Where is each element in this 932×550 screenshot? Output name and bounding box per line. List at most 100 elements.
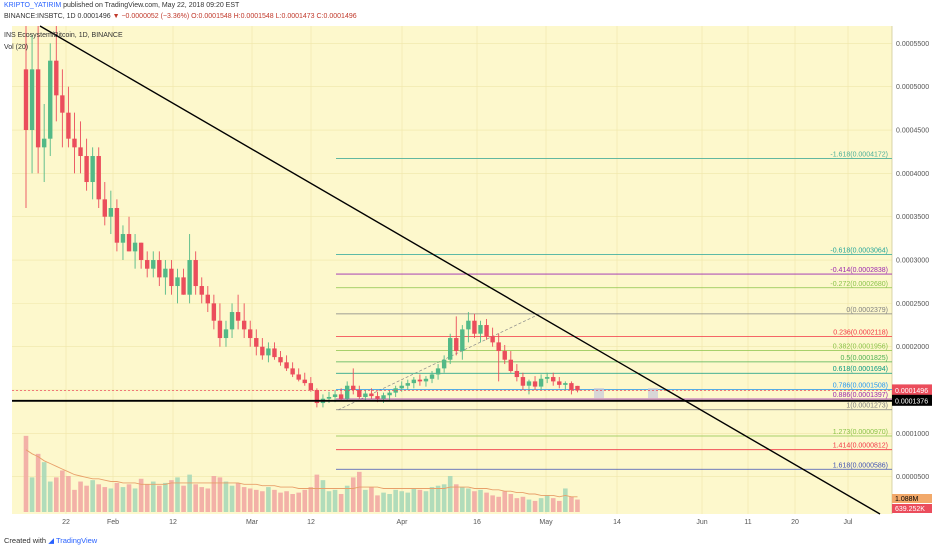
volume-bar xyxy=(96,484,102,512)
volume-bar xyxy=(60,470,65,512)
candle-body xyxy=(544,377,550,379)
candle-body xyxy=(205,294,210,304)
candle-body xyxy=(181,277,186,295)
volume-bar xyxy=(466,488,471,512)
volume-bar xyxy=(84,485,89,512)
candle-body xyxy=(308,383,314,391)
candle-body xyxy=(102,199,107,217)
volume-bar xyxy=(363,489,368,512)
y-tick-label: 0.0005500 xyxy=(896,41,929,48)
fib-level-label: -0.414(0.0002838) xyxy=(830,267,888,274)
volume-bar xyxy=(423,491,429,512)
volume-bar xyxy=(381,492,386,512)
fib-level-label: 0(0.0002379) xyxy=(846,307,888,314)
volume-bar xyxy=(72,489,77,512)
candle-body xyxy=(363,393,368,397)
candle-body xyxy=(78,147,83,157)
candle-body xyxy=(460,329,465,352)
volume-bar xyxy=(29,477,35,512)
candle-body xyxy=(575,385,580,391)
fib-level-label: 1.618(0.0000586) xyxy=(833,462,888,469)
candle-body xyxy=(532,381,538,387)
x-tick-label: Jun xyxy=(696,519,707,526)
volume-bar xyxy=(417,489,423,512)
y-tick-label: 0.0001000 xyxy=(896,431,929,438)
volume-bar xyxy=(484,492,489,512)
left-margin xyxy=(0,26,12,514)
candle-body xyxy=(502,351,507,360)
volume-bar xyxy=(538,498,544,512)
volume-bar xyxy=(490,495,495,512)
x-tick-label: 12 xyxy=(307,519,315,526)
candle-body xyxy=(466,320,471,330)
volume-legend: Vol (20) xyxy=(4,44,29,51)
x-tick-label: Jul xyxy=(844,519,853,526)
volume-bar xyxy=(278,492,283,512)
x-tick-label: Apr xyxy=(397,519,409,526)
y-tick-label: 0.0003000 xyxy=(896,258,929,265)
volume-bar xyxy=(169,480,174,512)
author-link[interactable]: KRIPTO_YATIRIM xyxy=(4,2,62,9)
candle-body xyxy=(338,394,344,399)
volume-bar xyxy=(229,485,235,512)
candle-body xyxy=(569,383,574,391)
volume-bar xyxy=(90,480,95,512)
close-value: C:0.0001496 xyxy=(316,13,357,20)
candle-body xyxy=(405,383,410,386)
candle-body xyxy=(272,348,277,358)
candle-body xyxy=(41,138,47,148)
candle-body xyxy=(423,378,429,382)
x-tick-label: 16 xyxy=(473,519,481,526)
volume-bar xyxy=(120,487,126,512)
chart-footer: Created with ◢ TradingView xyxy=(0,532,932,550)
volume-bar xyxy=(520,496,526,512)
chart-header: KRIPTO_YATIRIM published on TradingView.… xyxy=(0,0,932,24)
volume-ma-line xyxy=(25,449,578,498)
volume-bar xyxy=(369,487,374,512)
candle-body xyxy=(138,242,144,261)
volume-bar xyxy=(187,474,192,512)
volume-bar xyxy=(284,491,289,512)
volume-bar xyxy=(308,487,314,512)
fib-level-label: 1.414(0.0000812) xyxy=(833,443,888,450)
fib-level-label: 0.618(0.0001694) xyxy=(833,366,888,373)
candle-body xyxy=(344,385,350,399)
price-chart[interactable]: 0.00005000.00010000.00015000.00020000.00… xyxy=(0,24,932,532)
volume-bar xyxy=(447,476,453,512)
candle-body xyxy=(235,312,241,321)
candle-body xyxy=(23,69,29,131)
change-value: −0.0000052 (−3.36%) xyxy=(121,13,190,20)
volume-bar xyxy=(41,462,47,512)
volume-bar xyxy=(502,491,508,512)
volume-bar xyxy=(514,498,520,512)
high-value: H:0.0001548 xyxy=(233,13,274,20)
candle-body xyxy=(29,69,35,131)
volume-bar xyxy=(247,488,253,512)
volume-bar xyxy=(193,484,198,512)
tradingview-brand[interactable]: TradingView xyxy=(55,536,98,545)
candle-body xyxy=(508,359,513,371)
last-price: 0.0001496 xyxy=(77,13,111,20)
candle-body xyxy=(151,260,156,269)
candle-body xyxy=(441,359,447,369)
volume-bar xyxy=(66,476,71,512)
volume-bar xyxy=(472,491,477,512)
candle-body xyxy=(60,95,65,113)
candle-body xyxy=(484,325,489,337)
candle-body xyxy=(557,381,562,385)
volume-bar xyxy=(223,481,229,512)
volume-bar xyxy=(350,477,356,512)
x-tick-label: 14 xyxy=(613,519,621,526)
candle-body xyxy=(563,383,568,385)
volume-bar xyxy=(241,487,247,512)
volume-bar xyxy=(78,481,83,512)
volume-bar xyxy=(114,482,120,512)
candle-body xyxy=(411,379,417,384)
candle-body xyxy=(260,346,265,356)
fib-level-label: 0.5(0.0001825) xyxy=(841,355,888,362)
volume-bars xyxy=(23,435,580,512)
support-price-label: 0.0001376 xyxy=(895,398,928,405)
candle-body xyxy=(526,381,532,386)
tradingview-logo-icon: ◢ xyxy=(48,536,54,545)
volume-bar xyxy=(575,499,580,512)
